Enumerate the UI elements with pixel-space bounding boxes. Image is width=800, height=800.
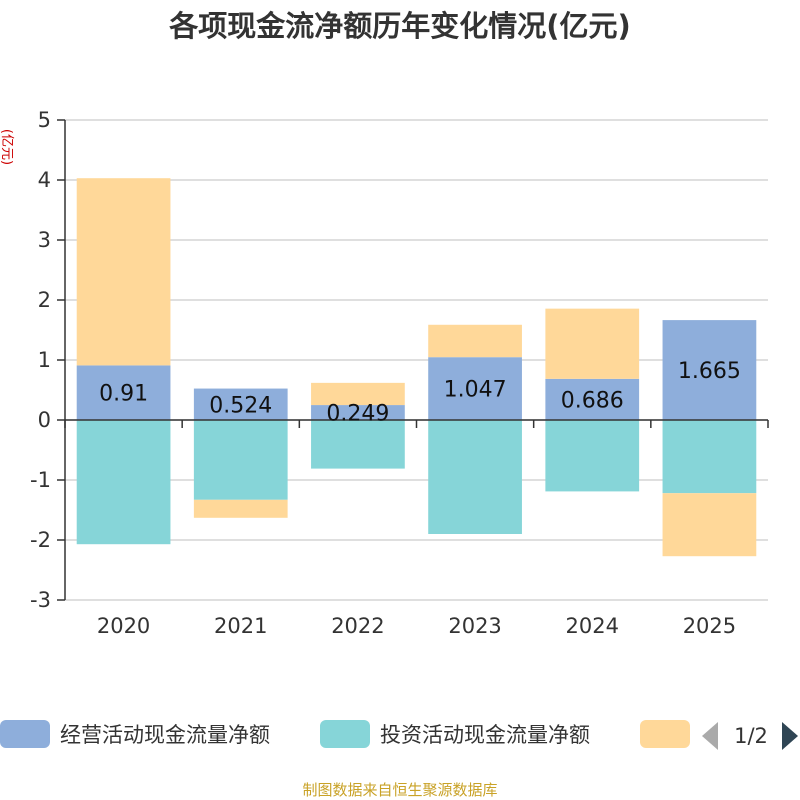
chart-title: 各项现金流净额历年变化情况(亿元) xyxy=(168,9,631,43)
bar-series1-2023 xyxy=(428,357,522,420)
bar-series2-2023 xyxy=(428,420,522,534)
y-tick-label: -3 xyxy=(30,588,51,612)
bar-series3-2021 xyxy=(193,499,288,518)
legend-item-series1[interactable]: 经营活动现金流量净额 xyxy=(0,720,270,748)
legend-label: 投资活动现金流量净额 xyxy=(380,723,590,747)
y-axis-unit-label: (亿元) xyxy=(0,129,14,165)
bar-series3-2023 xyxy=(428,324,522,358)
bar-series1-2025 xyxy=(662,320,757,420)
data-label: 0.91 xyxy=(99,382,148,407)
legend-label: 经营活动现金流量净额 xyxy=(60,723,270,747)
bar-series3-2024 xyxy=(545,308,640,379)
bar-series3-2025 xyxy=(662,493,757,557)
x-tick-label: 2021 xyxy=(214,614,267,638)
y-tick-label: 0 xyxy=(38,408,51,432)
legend: 经营活动现金流量净额 投资活动现金流量净额 xyxy=(0,720,690,748)
bar-series1-2024 xyxy=(545,378,640,420)
bar-series2-2025 xyxy=(662,420,757,494)
y-tick-label: -2 xyxy=(30,528,51,552)
x-tick-labels: 2020 2021 2022 2023 2024 2025 xyxy=(97,614,736,638)
y-tick-label: 4 xyxy=(38,168,51,192)
legend-swatch xyxy=(0,720,50,748)
y-tick-label: 5 xyxy=(38,108,51,132)
data-labels: 0.91 0.524 0.249 1.047 0.686 1.665 xyxy=(99,359,741,426)
legend-page-indicator: 1/2 xyxy=(734,724,768,748)
legend-next-arrow-icon[interactable] xyxy=(782,722,798,750)
y-tick-label: 2 xyxy=(38,288,51,312)
x-tick-label: 2022 xyxy=(331,614,384,638)
bar-series2-2022 xyxy=(311,420,405,469)
x-tick-label: 2020 xyxy=(97,614,150,638)
data-label: 0.686 xyxy=(561,388,624,413)
bar-series3-2020 xyxy=(76,178,171,366)
bar-series1-2021 xyxy=(193,388,288,420)
bar-series1-2020 xyxy=(76,365,171,420)
axes xyxy=(57,119,769,601)
x-tick-label: 2024 xyxy=(566,614,619,638)
bar-series1-2022 xyxy=(311,405,405,420)
bars xyxy=(76,178,757,557)
bar-series3-2022 xyxy=(311,382,405,406)
bar-series2-2020 xyxy=(76,420,171,545)
y-tick-label: 3 xyxy=(38,228,51,252)
bar-series2-2024 xyxy=(545,420,640,492)
source-note: 制图数据来自恒生聚源数据库 xyxy=(302,781,497,799)
data-label: 1.047 xyxy=(444,378,507,403)
legend-swatch xyxy=(320,720,370,748)
data-label: 0.524 xyxy=(209,393,272,418)
legend-prev-arrow-icon[interactable] xyxy=(702,722,718,750)
legend-item-series2[interactable]: 投资活动现金流量净额 xyxy=(320,720,590,748)
data-label: 1.665 xyxy=(678,359,741,384)
bar-series2-2021 xyxy=(193,420,288,500)
data-label: 0.249 xyxy=(326,402,389,427)
y-tick-label: -1 xyxy=(30,468,51,492)
y-tick-labels: 5 4 3 2 1 0 -1 -2 -3 xyxy=(30,108,51,612)
x-tick-label: 2025 xyxy=(683,614,736,638)
y-tick-label: 1 xyxy=(38,348,51,372)
x-tick-label: 2023 xyxy=(448,614,501,638)
legend-pager: 1/2 xyxy=(702,722,798,750)
legend-swatch xyxy=(640,720,690,748)
legend-item-series3[interactable] xyxy=(640,720,690,748)
